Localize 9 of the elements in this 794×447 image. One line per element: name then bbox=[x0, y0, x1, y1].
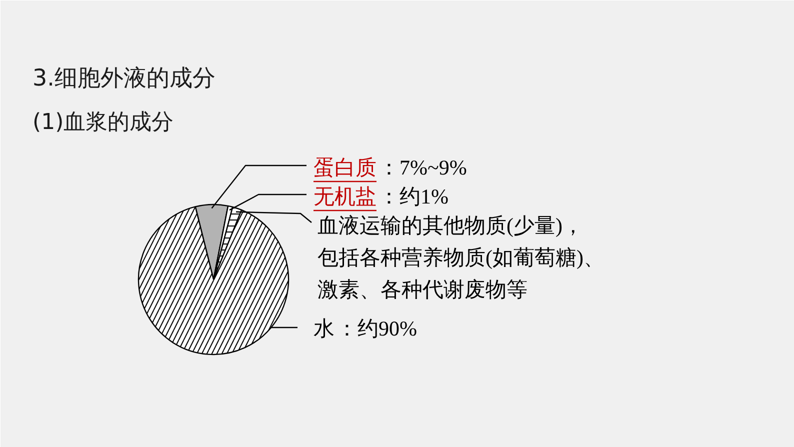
slice-label: 水 bbox=[314, 316, 334, 340]
chart-subtitle: (1)血浆的成分 bbox=[32, 110, 174, 135]
slice-label: 蛋白质 bbox=[314, 156, 376, 180]
slice-label: 血液运输的其他物质(少量)，包括各种营养物质(如葡萄糖)、激素、各种代谢废物等 bbox=[318, 214, 604, 302]
chart-title: 3.细胞外液的成分 bbox=[32, 66, 216, 92]
data-label: ：7%~9% bbox=[378, 156, 467, 180]
slice-label: 无机盐 bbox=[314, 184, 376, 208]
data-label: ：约1% bbox=[378, 184, 448, 208]
data-label: ：约90% bbox=[336, 316, 417, 340]
